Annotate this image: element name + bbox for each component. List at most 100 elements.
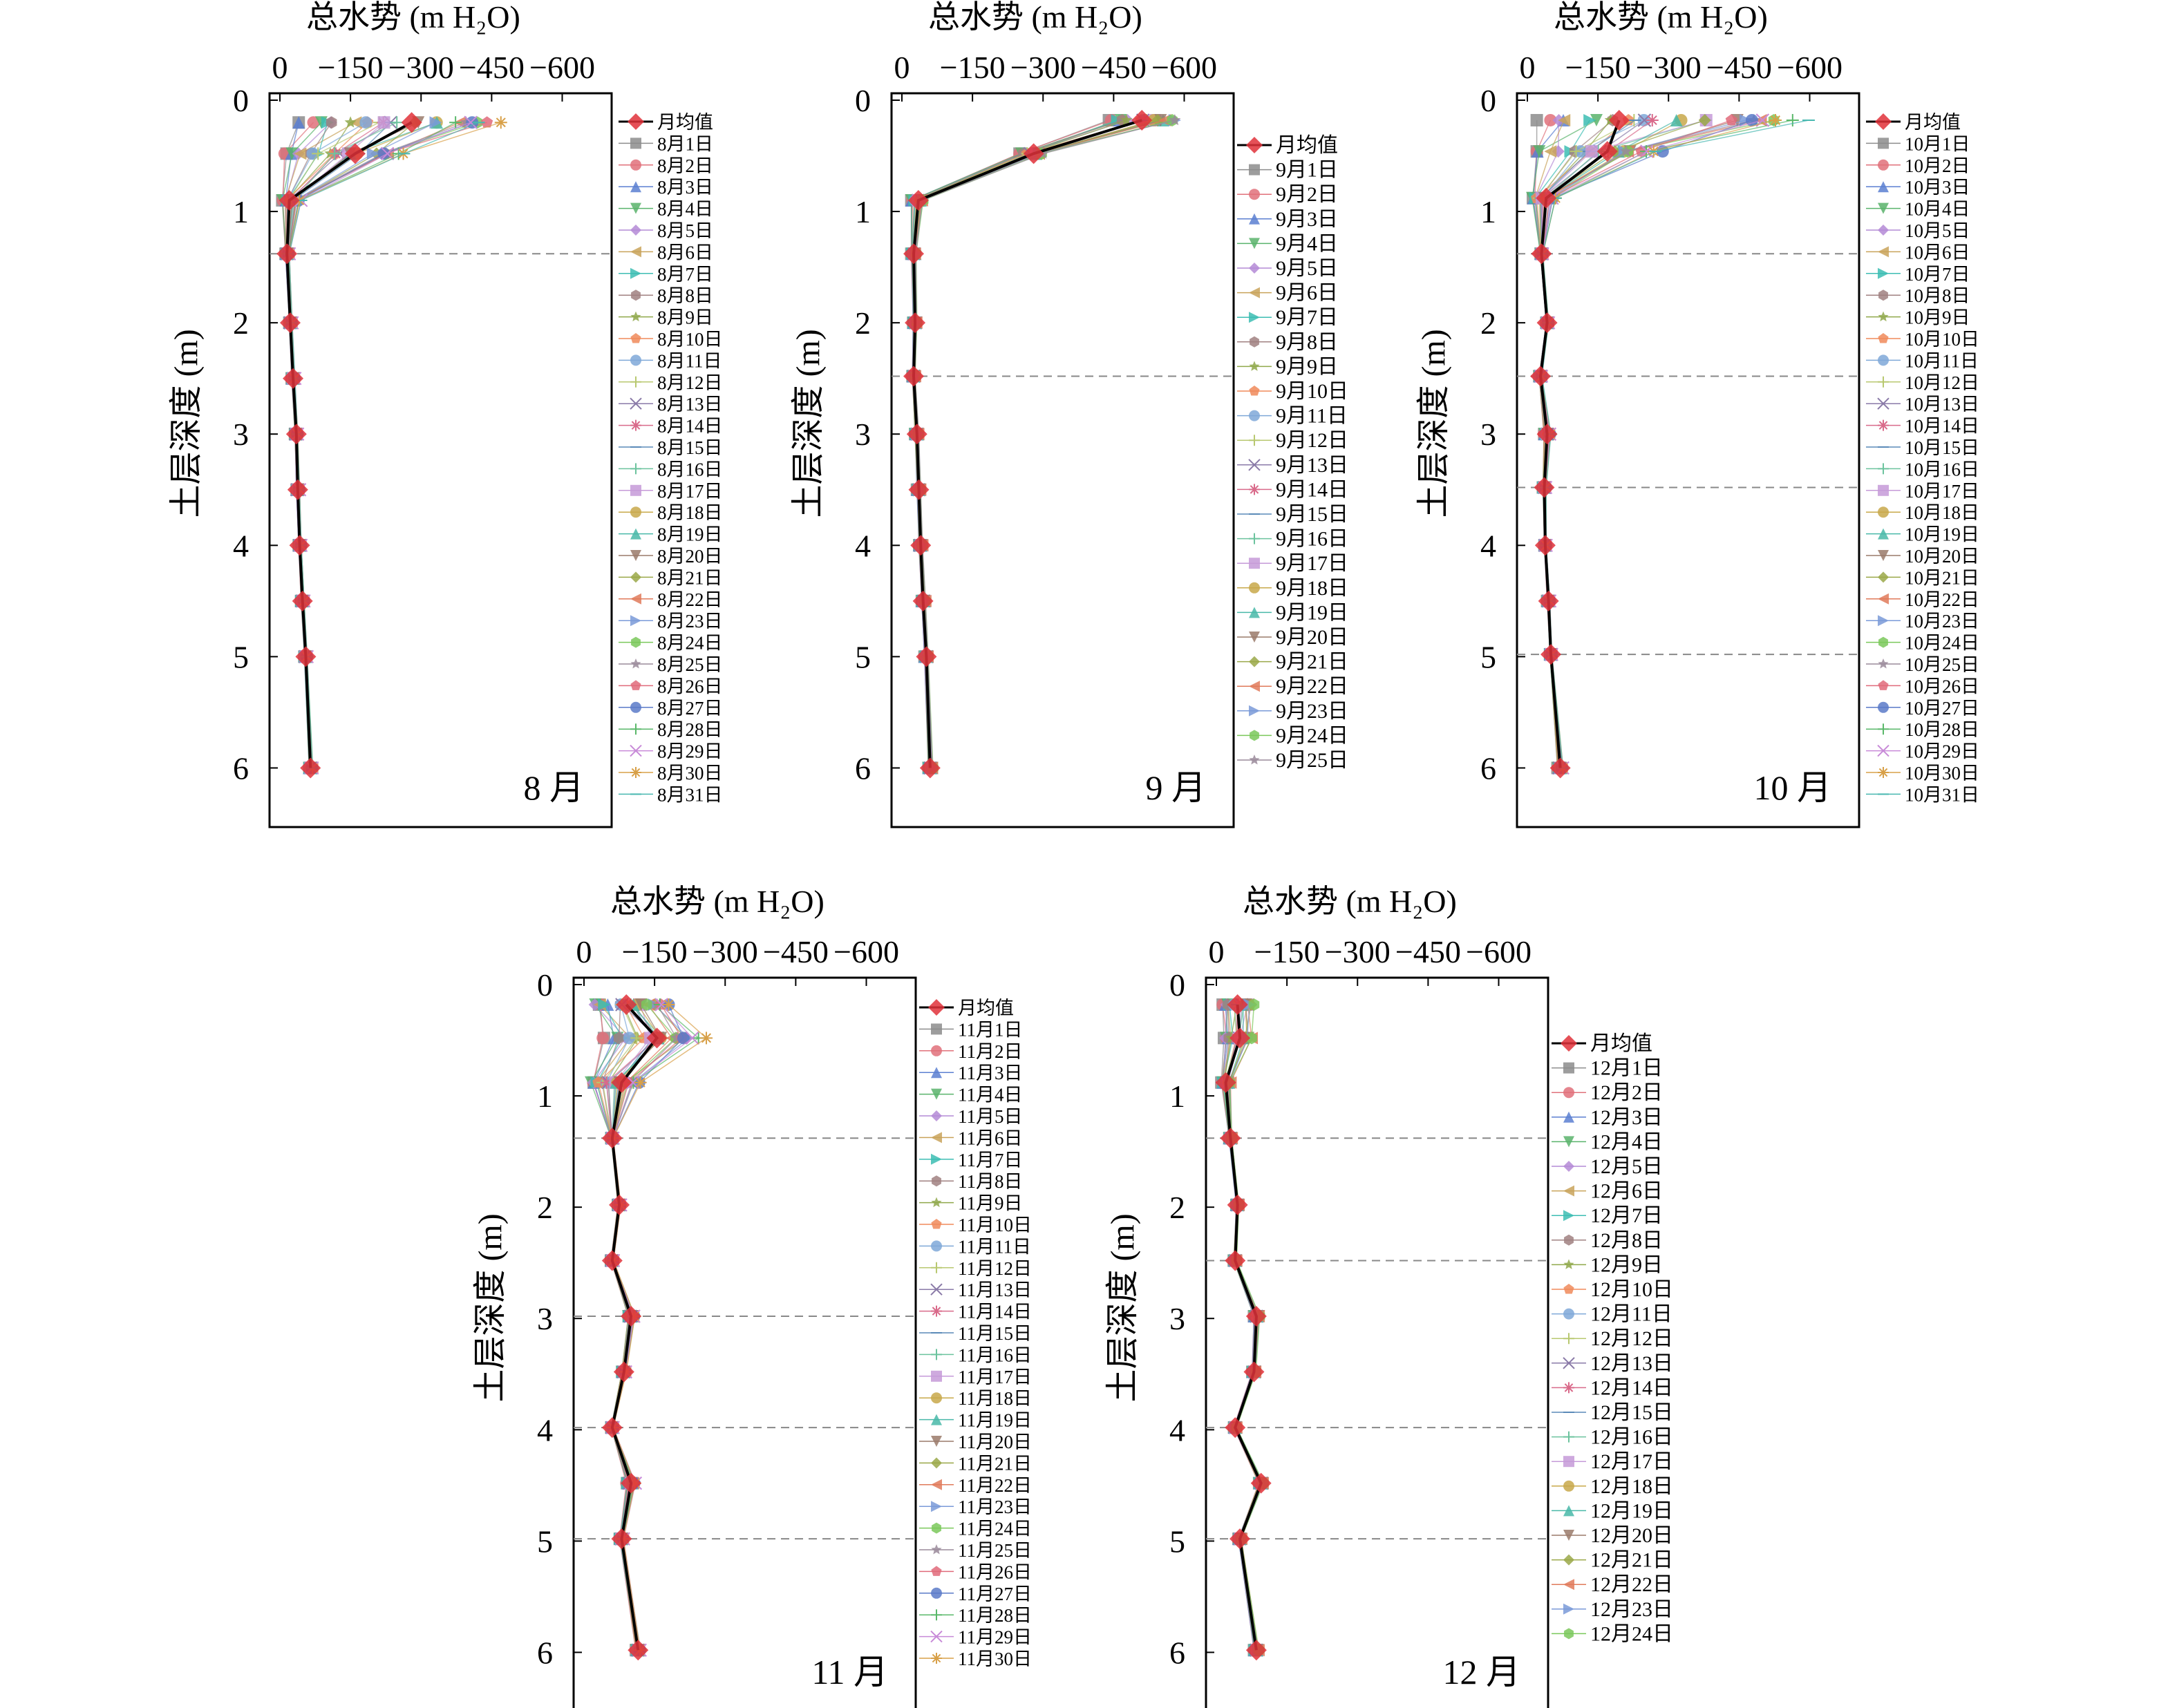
data-point (630, 1032, 643, 1045)
legend-marker (1249, 558, 1260, 569)
mean-point (1227, 1194, 1248, 1215)
series-day-21 (1535, 113, 1711, 775)
legend-marker (1878, 137, 1889, 149)
legend-label: 12月8日 (1590, 1229, 1663, 1252)
data-point (1620, 145, 1632, 157)
mean-point (621, 1472, 642, 1494)
data-point (292, 116, 305, 129)
legend-marker (1249, 656, 1260, 667)
legend-label: 10月17日 (1905, 481, 1979, 502)
legend: 月均值12月1日12月2日12月3日12月4日12月5日12月6日12月7日12… (1552, 1032, 1673, 1645)
data-point (1585, 145, 1598, 158)
legend-label: 12月1日 (1590, 1057, 1663, 1080)
series-day-17 (1534, 113, 1713, 775)
mean-point (1608, 109, 1630, 131)
legend-marker (1878, 550, 1889, 561)
series-day-27 (1536, 113, 1758, 775)
mean-point (905, 312, 926, 334)
series-line (285, 122, 379, 768)
legend-marker (1878, 290, 1888, 301)
mean-point (1549, 757, 1571, 779)
legend-label: 11月23日 (958, 1497, 1032, 1517)
legend-marker (931, 1262, 942, 1273)
legend-marker (1564, 1628, 1574, 1640)
mean-point (601, 1128, 623, 1149)
legend-marker (630, 311, 641, 322)
legend-label: 11月11日 (958, 1236, 1031, 1257)
mean-line (610, 1003, 659, 1651)
legend-label: 8月22日 (657, 589, 723, 610)
month-label: 8 月 (524, 768, 585, 807)
mean-point (295, 646, 317, 667)
series-line (1229, 1004, 1264, 1651)
mean-point (601, 1250, 623, 1271)
legend-label: 11月27日 (958, 1584, 1032, 1604)
series-day-26 (282, 116, 493, 773)
series-day-15 (907, 119, 1151, 769)
legend-marker (1878, 311, 1889, 322)
legend-marker (1563, 1210, 1574, 1222)
legend-marker (1878, 723, 1889, 735)
legend-marker (1249, 607, 1260, 618)
series-line (912, 120, 1118, 768)
legend-label: 10月23日 (1905, 611, 1979, 632)
y-tick-label: 6 (233, 750, 249, 786)
legend-label: 9月23日 (1276, 700, 1348, 723)
data-point (613, 1032, 625, 1045)
legend-label: 12月12日 (1590, 1327, 1673, 1350)
data-point (380, 146, 395, 161)
series-line (914, 120, 1176, 768)
series-day-30 (1535, 113, 1782, 775)
data-point (1745, 113, 1758, 126)
data-point (623, 1032, 636, 1045)
x-tick-label: −600 (833, 934, 899, 969)
legend-marker (630, 225, 641, 236)
x-tick-label: −600 (1777, 50, 1843, 85)
legend-marker (630, 181, 641, 193)
data-point (328, 147, 341, 160)
legend-label: 8月31日 (657, 784, 723, 805)
mean-point (628, 1640, 649, 1661)
series-day-24 (1536, 113, 1780, 775)
legend-label: 9月4日 (1276, 232, 1338, 255)
legend-label: 9月11日 (1276, 405, 1348, 428)
legend-label: 8月3日 (657, 177, 713, 198)
series-day-11 (906, 113, 1151, 775)
legend-marker (1878, 593, 1889, 605)
mean-point (1536, 424, 1558, 445)
legend-label: 10月6日 (1905, 242, 1970, 263)
series-line (1540, 120, 1645, 768)
mean-point (601, 1417, 623, 1439)
legend-label: 9月8日 (1276, 331, 1338, 354)
series-line (288, 122, 479, 768)
legend-label: 10月11日 (1905, 350, 1979, 371)
y-tick-label: 0 (233, 83, 249, 118)
legend-label: 11月8日 (958, 1171, 1023, 1192)
legend-label: 8月27日 (657, 698, 723, 719)
data-point (464, 115, 478, 129)
y-tick-label: 3 (537, 1301, 553, 1336)
series-line (1540, 120, 1653, 768)
legend-marker (1877, 744, 1889, 757)
x-tick-label: −600 (1151, 50, 1217, 85)
legend-label: 9月10日 (1276, 380, 1348, 403)
series-line (913, 120, 1156, 768)
y-tick-label: 6 (855, 750, 871, 786)
legend-marker (1563, 1554, 1574, 1566)
data-point (596, 1032, 610, 1045)
legend-label: 10月4日 (1905, 199, 1970, 220)
x-axis-title: 总水势 (m H₂O) (1554, 0, 1768, 35)
series-line (914, 120, 1156, 768)
legend-marker (1563, 1530, 1574, 1541)
legend-label: 11月21日 (958, 1453, 1032, 1474)
x-tick-label: −600 (1466, 934, 1532, 969)
month-label: 11 月 (811, 1653, 888, 1691)
mean-point (1534, 535, 1556, 556)
legend-marker (630, 419, 641, 431)
y-tick-label: 5 (1480, 639, 1496, 674)
legend-label: 11月1日 (958, 1019, 1023, 1040)
legend-label: 12月20日 (1590, 1524, 1673, 1547)
legend-label: 11月25日 (958, 1540, 1032, 1561)
series-line (288, 122, 466, 768)
series-day-20 (1534, 113, 1744, 775)
